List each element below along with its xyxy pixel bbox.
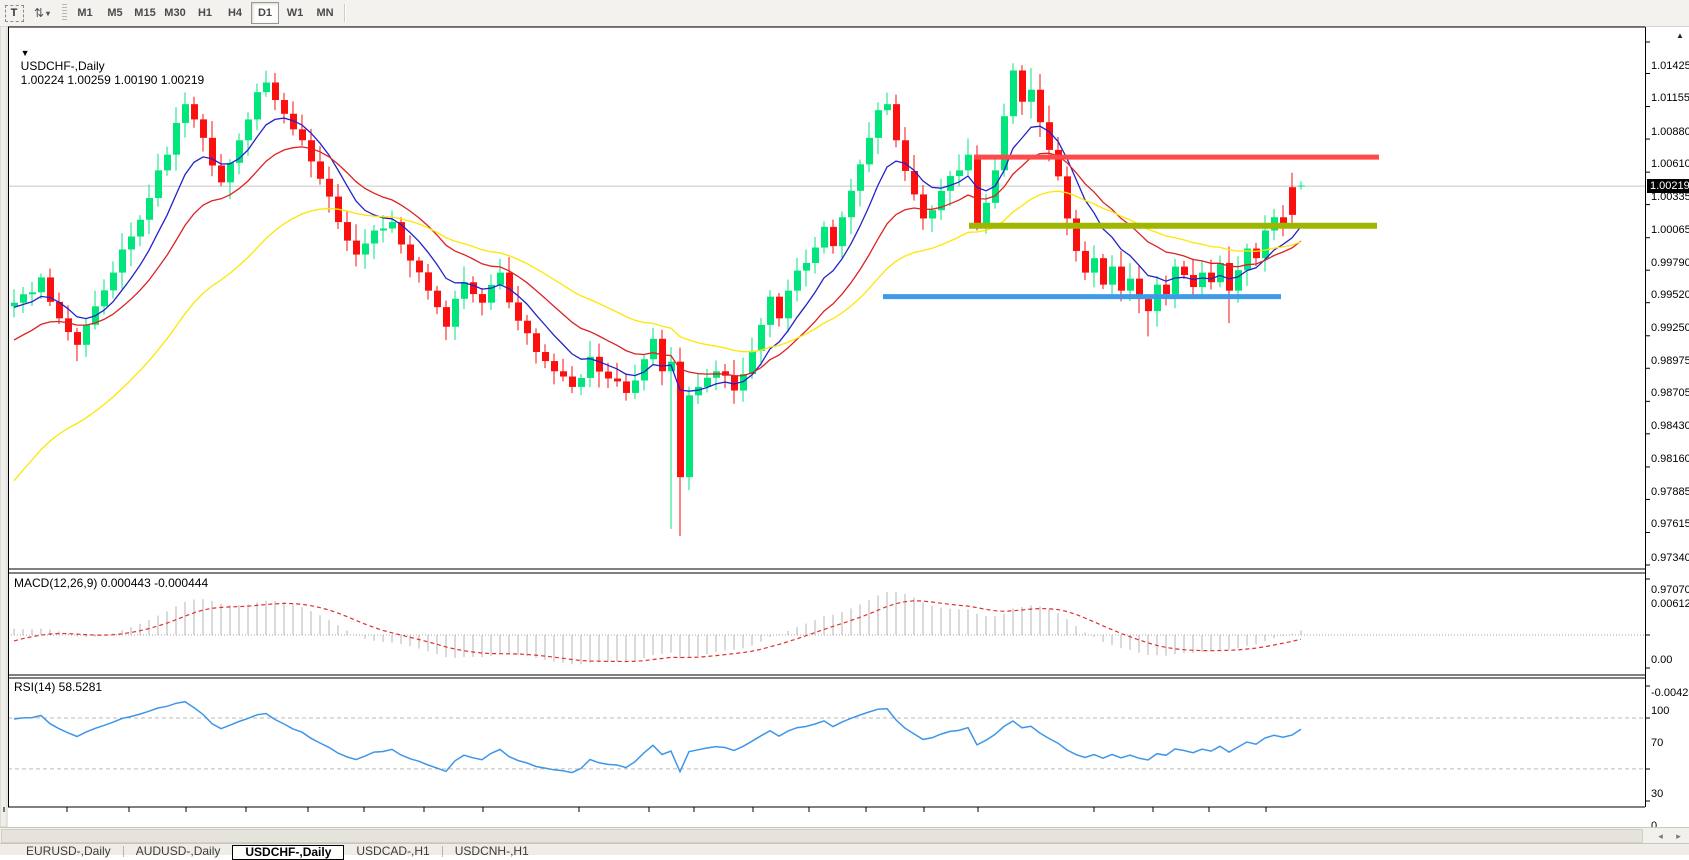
- timeframe-button-m15[interactable]: M15: [134, 7, 156, 19]
- timeframe-button-m30[interactable]: M30: [164, 7, 186, 19]
- rsi-axis-label: 70: [1651, 737, 1664, 749]
- price-axis-label: 0.97340: [1651, 551, 1689, 564]
- chart-tab-usdcad[interactable]: USDCAD-,H1: [356, 844, 430, 858]
- price-axis-label: 1.00610: [1651, 158, 1689, 171]
- chart-tab-audusd[interactable]: AUDUSD-,Daily: [135, 844, 221, 858]
- chart-tab-eurusd[interactable]: EURUSD-,Daily: [26, 844, 111, 858]
- rsi-axis-label: 30: [1651, 788, 1664, 800]
- price-axis-label: 1.01155: [1651, 92, 1689, 105]
- pane-borders: [0, 26, 1646, 827]
- scroll-left-button[interactable]: ◂: [1658, 830, 1663, 841]
- chart-symbol-label: USDCHF-,Daily: [20, 59, 105, 73]
- text-tool-icon: T: [4, 4, 24, 22]
- rsi-axis-label: 0: [1651, 820, 1658, 832]
- price-axis-label: 0.98705: [1651, 387, 1689, 400]
- price-axis-label: 0.97615: [1651, 518, 1689, 531]
- macd-signal-line: [13, 600, 1302, 663]
- timeframe-button-d1[interactable]: D1: [251, 2, 279, 24]
- chart-tab-usdchf[interactable]: USDCHF-,Daily: [232, 845, 345, 860]
- price-axis-label: 0.98430: [1651, 420, 1689, 433]
- timeframe-button-mn[interactable]: MN: [316, 7, 334, 19]
- price-axis-label: 0.97885: [1651, 485, 1689, 498]
- text-tool-button[interactable]: T: [1, 2, 27, 24]
- timeframe-button-w1[interactable]: W1: [286, 7, 304, 19]
- rsi-line: [13, 700, 1302, 774]
- scrollbar-thumb[interactable]: [1, 829, 1643, 843]
- tab-separator: [122, 846, 124, 857]
- macd-axis-label: 0.00: [1651, 654, 1673, 666]
- symbol-dropdown-icon: ▼: [20, 48, 30, 58]
- macd-pane: [8, 591, 1645, 665]
- rsi-indicator-label: RSI(14) 58.5281: [14, 680, 103, 694]
- price-axis-label: 0.98975: [1651, 354, 1689, 367]
- price-axis-label: 0.99520: [1651, 289, 1689, 302]
- chart-ohlc-values: 1.00224 1.00259 1.00190 1.00219: [20, 73, 205, 87]
- price-axis-label: 0.97070: [1651, 583, 1689, 596]
- cursor-style-button[interactable]: ⇅ ▾: [29, 2, 55, 24]
- chart-tab-bar: EURUSD-,Daily AUDUSD-,Daily USDCHF-,Daily U…: [0, 843, 1689, 860]
- current-price-tag: 1.00219: [1647, 179, 1689, 193]
- top-toolbar: T ⇅ ▾ M1 M5 M15 M30 H1 H4 D1 W1 MN: [0, 0, 1689, 27]
- tab-separator: [441, 846, 443, 857]
- price-axis-label: 1.00335: [1651, 191, 1689, 204]
- macd-axis-label: 0.006125: [1651, 598, 1689, 610]
- price-axis-label: 0.99790: [1651, 256, 1689, 269]
- chart-tab-usdcnh[interactable]: USDCNH-,H1: [454, 844, 529, 858]
- toolbar-separator: [344, 4, 346, 22]
- macd-axis-label: -0.00425: [1651, 687, 1689, 699]
- timeframe-button-h4[interactable]: H4: [227, 7, 243, 19]
- price-axis-label: 1.01425: [1651, 60, 1689, 72]
- timeframe-button-m1[interactable]: M1: [77, 7, 93, 19]
- price-axis-label: 0.98160: [1651, 452, 1689, 465]
- ma-line-mid: [13, 146, 1302, 377]
- macd-indicator-label: MACD(12,26,9) 0.000443 -0.000444: [14, 576, 209, 590]
- axis-scroll-up-icon[interactable]: ▲: [1676, 31, 1684, 40]
- ma-lines: [13, 117, 1302, 482]
- rsi-axis-label: 100: [1651, 705, 1670, 717]
- timeframe-button-group: M1 M5 M15 M30 H1 H4 D1 W1 MN: [70, 2, 340, 24]
- axis-ticks: [3, 41, 1650, 812]
- chart-canvas[interactable]: [0, 26, 1689, 827]
- toolbar-drag-handle[interactable]: [62, 4, 67, 22]
- price-axis-label: 1.00065: [1651, 223, 1689, 236]
- candles-layer: [11, 63, 1305, 537]
- price-axis-label: 0.99250: [1651, 321, 1689, 334]
- support-resistance-lines[interactable]: [883, 154, 1379, 300]
- timeframe-button-m5[interactable]: M5: [107, 7, 123, 19]
- ma-line-slow: [13, 190, 1302, 482]
- ma-line-fast: [13, 117, 1302, 392]
- chevron-down-icon: ▾: [46, 8, 51, 18]
- price-axis-label: 1.00880: [1651, 125, 1689, 138]
- updown-arrows-icon: ⇅: [33, 6, 45, 20]
- scroll-right-button[interactable]: ▸: [1676, 830, 1681, 841]
- rsi-pane: [8, 700, 1645, 774]
- chart-title: ▼ USDCHF-,Daily 1.00224 1.00259 1.00190 …: [14, 31, 205, 87]
- timeframe-button-h1[interactable]: H1: [197, 7, 213, 19]
